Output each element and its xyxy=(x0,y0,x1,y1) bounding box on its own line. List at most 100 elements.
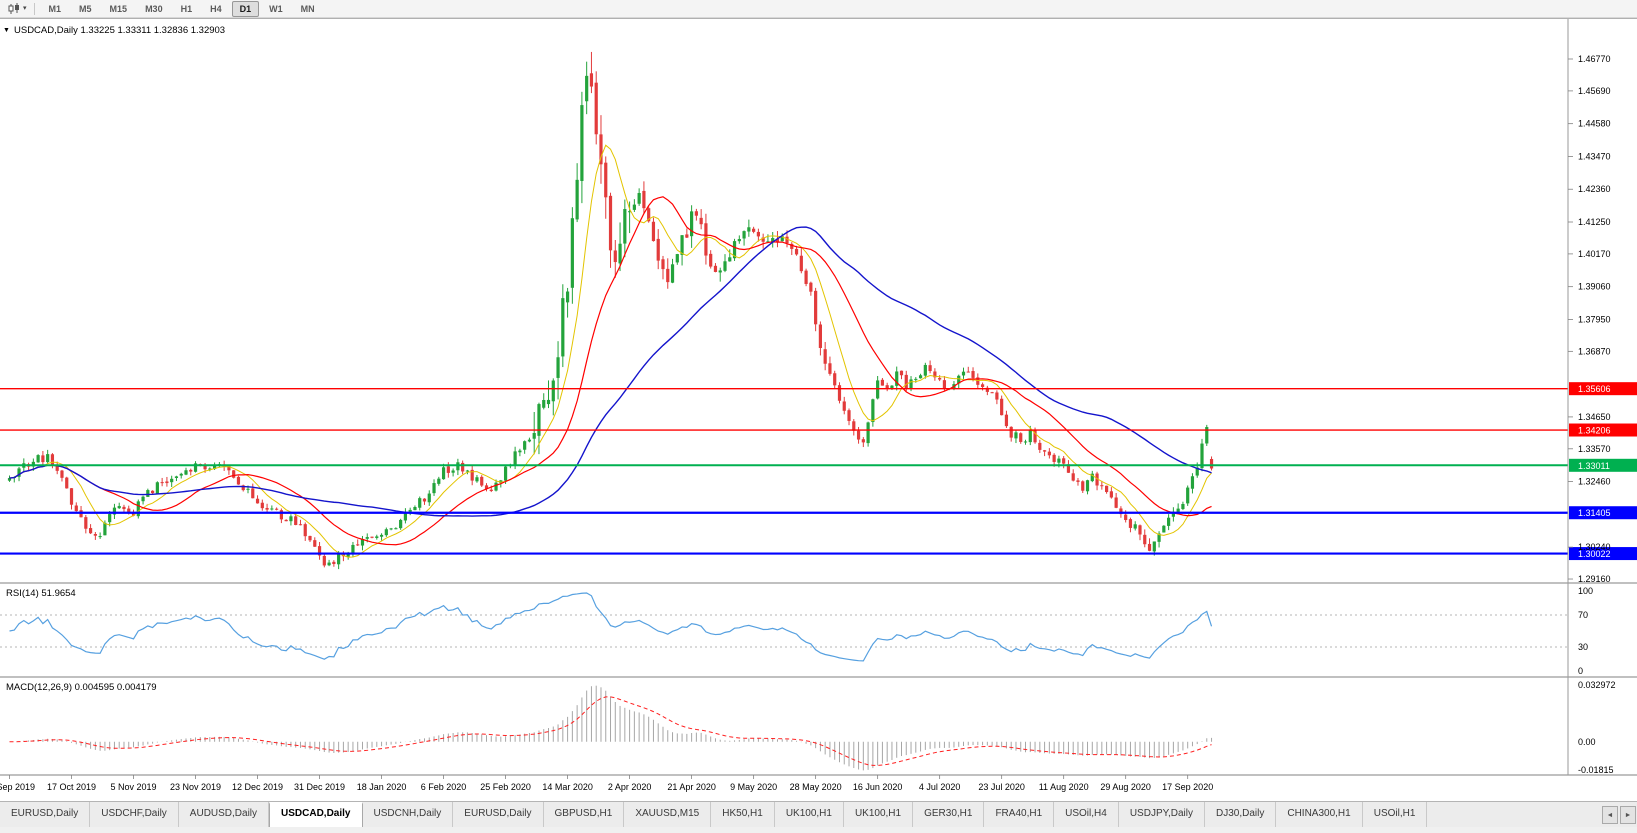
symbol-tab-usdjpy-daily[interactable]: USDJPY,Daily xyxy=(1118,802,1205,827)
moving-average-50-line xyxy=(9,226,1212,517)
symbol-tab-usdchf-daily[interactable]: USDCHF,Daily xyxy=(90,802,179,827)
svg-text:1.29160: 1.29160 xyxy=(1578,574,1611,584)
svg-text:1.32460: 1.32460 xyxy=(1578,477,1611,487)
tabs-scroll-left-button[interactable]: ◄ xyxy=(1602,806,1618,824)
horizontal-lines: 1.35606 1.34206 1.33011 1.31405 1.30022 xyxy=(0,382,1637,561)
chart-type-button[interactable]: ▾ xyxy=(4,2,30,15)
symbol-tab-usdcnh-daily[interactable]: USDCNH,Daily xyxy=(362,802,454,827)
price-tag-1.35606 xyxy=(1569,382,1637,396)
symbol-tab-eurusd-daily[interactable]: EURUSD,Daily xyxy=(453,802,544,827)
symbol-tab-fra40-h1[interactable]: FRA40,H1 xyxy=(984,802,1055,827)
svg-text:1.45690: 1.45690 xyxy=(1578,86,1611,96)
svg-text:1.39060: 1.39060 xyxy=(1578,282,1611,292)
svg-text:1.42360: 1.42360 xyxy=(1578,184,1611,194)
symbol-tab-xauusd-m15[interactable]: XAUUSD,M15 xyxy=(624,802,712,827)
timeframe-bar: M1 M5 M15 M30 H1 H4 D1 W1 MN xyxy=(41,0,325,17)
rsi-axis: 100 70 30 0 xyxy=(1578,586,1593,676)
svg-text:1.30022: 1.30022 xyxy=(1578,549,1611,559)
macd-histogram xyxy=(13,685,1213,771)
svg-text:29 Aug 2020: 29 Aug 2020 xyxy=(1100,782,1151,792)
svg-text:1.44580: 1.44580 xyxy=(1578,119,1611,129)
svg-text:-0.01815: -0.01815 xyxy=(1578,765,1614,775)
svg-text:1.33570: 1.33570 xyxy=(1578,444,1611,454)
time-axis: 28 Sep 2019 17 Oct 2019 5 Nov 2019 23 Nov 2… xyxy=(0,775,1213,792)
symbol-tab-usoil-h1[interactable]: USOil,H1 xyxy=(1362,802,1428,827)
svg-text:1.34206: 1.34206 xyxy=(1578,426,1611,436)
rsi-label: RSI(14) 51.9654 xyxy=(6,588,76,599)
svg-text:17 Oct 2019: 17 Oct 2019 xyxy=(47,782,96,792)
chart-window[interactable]: 1.35606 1.34206 1.33011 1.31405 1.30022 1.467… xyxy=(0,18,1637,801)
symbol-tab-ger30-h1[interactable]: GER30,H1 xyxy=(913,802,985,827)
svg-text:25 Feb 2020: 25 Feb 2020 xyxy=(480,782,531,792)
timeframe-button-d1[interactable]: D1 xyxy=(231,0,260,17)
candlestick-chart-icon xyxy=(8,2,19,14)
timeframe-button-h1[interactable]: H1 xyxy=(180,3,193,14)
symbol-tab-eurusd-daily[interactable]: EURUSD,Daily xyxy=(0,802,91,827)
tabs-scroll-right-button[interactable]: ► xyxy=(1620,806,1636,824)
svg-text:1.41250: 1.41250 xyxy=(1578,217,1611,227)
symbol-tab-uk100-h1[interactable]: UK100,H1 xyxy=(843,802,914,827)
svg-text:31 Dec 2019: 31 Dec 2019 xyxy=(294,782,345,792)
chart-collapse-icon: ▼ xyxy=(3,27,10,34)
svg-text:23 Jul 2020: 23 Jul 2020 xyxy=(978,782,1025,792)
symbol-tab-gbpusd-h1[interactable]: GBPUSD,H1 xyxy=(543,802,625,827)
symbol-tab-china300-h1[interactable]: CHINA300,H1 xyxy=(1276,802,1363,827)
symbol-tab-hk50-h1[interactable]: HK50,H1 xyxy=(711,802,775,827)
toolbar: ▾ M1 M5 M15 M30 H1 H4 D1 W1 MN xyxy=(0,0,1637,18)
svg-text:17 Sep 2020: 17 Sep 2020 xyxy=(1162,782,1213,792)
svg-text:1.37950: 1.37950 xyxy=(1578,314,1611,324)
symbol-tab-usoil-h4[interactable]: USOil,H4 xyxy=(1054,802,1119,827)
svg-text:11 Aug 2020: 11 Aug 2020 xyxy=(1039,782,1089,792)
symbol-tab-uk100-h1[interactable]: UK100,H1 xyxy=(774,802,844,827)
timeframe-button-w1[interactable]: W1 xyxy=(269,3,283,14)
svg-text:1.33011: 1.33011 xyxy=(1578,461,1610,471)
macd-axis: 0.032972 0.00 -0.01815 xyxy=(1578,680,1616,775)
svg-text:4 Jul 2020: 4 Jul 2020 xyxy=(919,782,961,792)
svg-text:0.00: 0.00 xyxy=(1578,737,1596,747)
chevron-down-icon: ▾ xyxy=(23,5,27,12)
svg-text:14 Mar 2020: 14 Mar 2020 xyxy=(542,782,593,792)
svg-text:30: 30 xyxy=(1578,642,1588,652)
timeframe-button-mn[interactable]: MN xyxy=(300,3,315,14)
moving-average-8-line xyxy=(9,144,1212,558)
chart-title: USDCAD,Daily 1.33225 1.33311 1.32836 1.3… xyxy=(14,25,225,36)
svg-text:1.43470: 1.43470 xyxy=(1578,151,1611,161)
svg-text:1.36870: 1.36870 xyxy=(1578,346,1611,356)
price-tag-1.30022 xyxy=(1569,547,1637,561)
chart-canvas[interactable]: 1.356061.342061.330111.314051.300221.467… xyxy=(0,19,1637,802)
timeframe-button-h4[interactable]: H4 xyxy=(210,3,222,14)
symbol-tabs: EURUSD,Daily USDCHF,Daily AUDUSD,Daily USDC… xyxy=(0,802,1601,827)
timeframe-button-m30[interactable]: M30 xyxy=(145,3,163,14)
price-axis: 1.46770 1.45690 1.44580 1.43470 1.42360 1.412… xyxy=(1568,54,1611,584)
svg-text:28 Sep 2019: 28 Sep 2019 xyxy=(0,782,35,792)
price-tag-1.34206 xyxy=(1569,423,1637,437)
svg-text:100: 100 xyxy=(1578,586,1593,596)
symbol-tab-dj30-daily[interactable]: DJ30,Daily xyxy=(1205,802,1277,827)
svg-text:1.34650: 1.34650 xyxy=(1578,412,1611,422)
svg-text:23 Nov 2019: 23 Nov 2019 xyxy=(170,782,221,792)
timeframe-button-m1[interactable]: M1 xyxy=(48,3,62,14)
price-tag-1.33011 xyxy=(1569,458,1637,472)
svg-text:9 May 2020: 9 May 2020 xyxy=(730,782,777,792)
symbol-tab-audusd-daily[interactable]: AUDUSD,Daily xyxy=(178,802,270,827)
pane-frame xyxy=(0,19,1637,776)
svg-text:28 May 2020: 28 May 2020 xyxy=(790,782,842,792)
svg-text:6 Feb 2020: 6 Feb 2020 xyxy=(421,782,467,792)
symbol-tab-usdcad-daily[interactable]: USDCAD,Daily xyxy=(269,802,363,827)
rsi-level-lines xyxy=(0,614,1568,648)
svg-text:18 Jan 2020: 18 Jan 2020 xyxy=(357,782,407,792)
svg-text:1.30240: 1.30240 xyxy=(1578,542,1611,552)
svg-text:2 Apr 2020: 2 Apr 2020 xyxy=(608,782,652,792)
macd-signal-line xyxy=(9,696,1212,766)
symbol-tab-bar: EURUSD,Daily USDCHF,Daily AUDUSD,Daily USDC… xyxy=(0,801,1637,827)
timeframe-button-m15[interactable]: M15 xyxy=(109,3,128,14)
svg-text:5 Nov 2019: 5 Nov 2019 xyxy=(110,782,156,792)
svg-text:0.032972: 0.032972 xyxy=(1578,680,1616,690)
price-tag-1.31405 xyxy=(1569,506,1637,520)
tab-scroll-arrows: ◄ ► xyxy=(1602,806,1636,824)
svg-text:16 Jun 2020: 16 Jun 2020 xyxy=(853,782,903,792)
timeframe-button-m5[interactable]: M5 xyxy=(79,3,92,14)
rsi-line xyxy=(9,592,1213,662)
svg-text:12 Dec 2019: 12 Dec 2019 xyxy=(232,782,283,792)
macd-label: MACD(12,26,9) 0.004595 0.004179 xyxy=(6,682,157,693)
